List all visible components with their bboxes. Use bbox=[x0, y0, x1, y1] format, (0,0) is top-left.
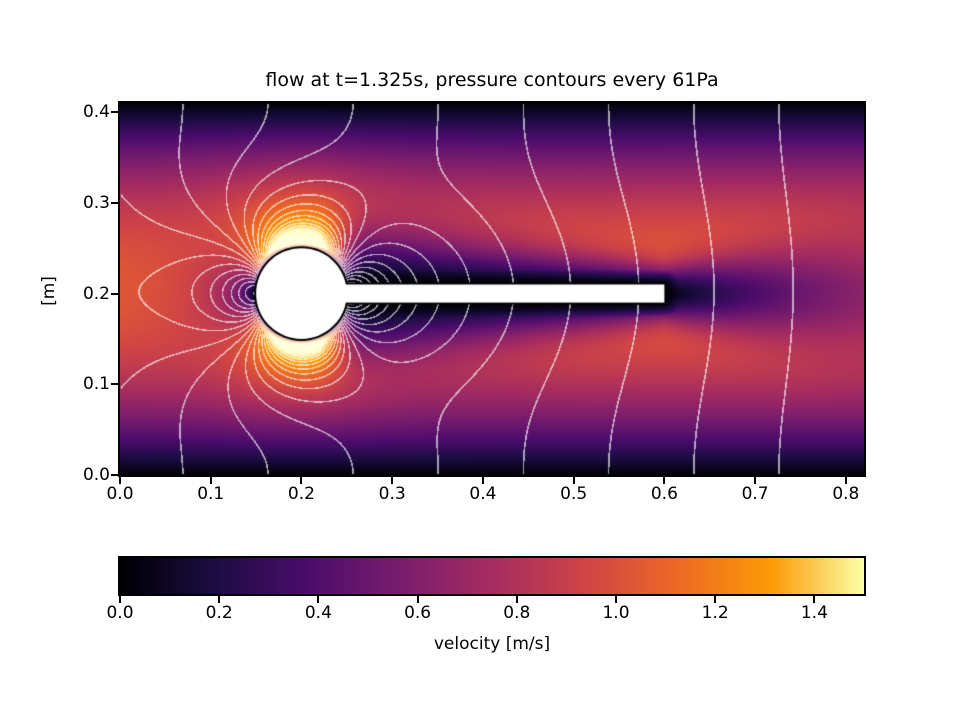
colorbar-tick-mark bbox=[416, 596, 419, 603]
colorbar-tick-mark bbox=[119, 596, 121, 603]
y-tick-label: 0.4 bbox=[82, 102, 110, 123]
colorbar-tick-mark bbox=[218, 596, 221, 603]
colorbar-tick-label: 0.6 bbox=[404, 603, 432, 623]
plot-title: flow at t=1.325s, pressure contours ever… bbox=[265, 69, 719, 91]
y-tick-label: 0.3 bbox=[82, 192, 110, 213]
y-tick-label: 0.0 bbox=[82, 465, 110, 485]
y-axis-label: [m] bbox=[39, 276, 59, 306]
colorbar-tick-label: 0.0 bbox=[106, 603, 134, 623]
colorbar-tick-mark bbox=[615, 596, 617, 603]
colorbar-tick-label: 0.4 bbox=[304, 603, 332, 623]
colorbar-tick-mark bbox=[714, 596, 717, 603]
colorbar-tick-mark bbox=[317, 596, 320, 603]
y-tick-label: 0.2 bbox=[82, 283, 110, 304]
x-tick-label: 0.1 bbox=[197, 484, 225, 504]
x-tick-mark bbox=[391, 477, 394, 484]
y-tick-mark bbox=[111, 111, 118, 114]
velocity-heatmap-canvas bbox=[120, 103, 864, 475]
y-tick-mark bbox=[111, 383, 118, 386]
colorbar bbox=[118, 556, 866, 596]
colorbar-gradient-canvas bbox=[120, 558, 864, 594]
colorbar-tick-label: 0.2 bbox=[205, 603, 233, 623]
x-tick-label: 0.6 bbox=[650, 484, 678, 504]
colorbar-tick-label: 1.4 bbox=[800, 603, 828, 623]
x-tick-mark bbox=[572, 477, 575, 484]
y-tick-label: 0.1 bbox=[82, 374, 110, 395]
x-tick-mark bbox=[209, 477, 212, 484]
colorbar-tick-mark bbox=[813, 596, 816, 603]
x-tick-mark bbox=[663, 477, 666, 484]
x-tick-label: 0.2 bbox=[287, 484, 315, 504]
x-tick-label: 0.8 bbox=[832, 484, 860, 504]
x-tick-label: 0.0 bbox=[106, 484, 134, 504]
plot-area bbox=[118, 101, 866, 477]
x-tick-mark bbox=[844, 477, 847, 484]
colorbar-tick-label: 1.2 bbox=[701, 603, 729, 623]
y-tick-mark bbox=[111, 474, 118, 476]
x-tick-mark bbox=[300, 477, 303, 484]
colorbar-tick-mark bbox=[515, 596, 518, 603]
colorbar-tick-label: 0.8 bbox=[503, 603, 531, 623]
x-tick-mark bbox=[119, 477, 121, 484]
x-tick-mark bbox=[481, 477, 484, 484]
x-tick-label: 0.7 bbox=[741, 484, 769, 504]
y-tick-mark bbox=[111, 292, 118, 295]
colorbar-tick-label: 1.0 bbox=[602, 603, 630, 623]
y-tick-mark bbox=[111, 201, 118, 204]
x-tick-label: 0.4 bbox=[469, 484, 497, 504]
x-tick-mark bbox=[754, 477, 757, 484]
x-tick-label: 0.3 bbox=[378, 484, 406, 504]
colorbar-label: velocity [m/s] bbox=[433, 634, 551, 654]
x-tick-label: 0.5 bbox=[560, 484, 588, 504]
